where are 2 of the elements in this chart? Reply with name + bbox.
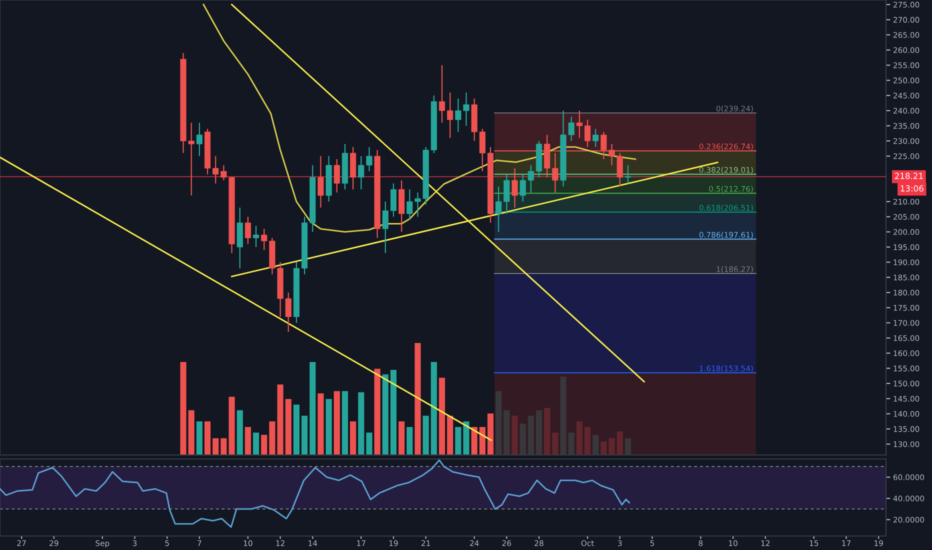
ref-line-label: 218.21 bbox=[894, 172, 923, 180]
text: 13:06 bbox=[900, 185, 924, 192]
